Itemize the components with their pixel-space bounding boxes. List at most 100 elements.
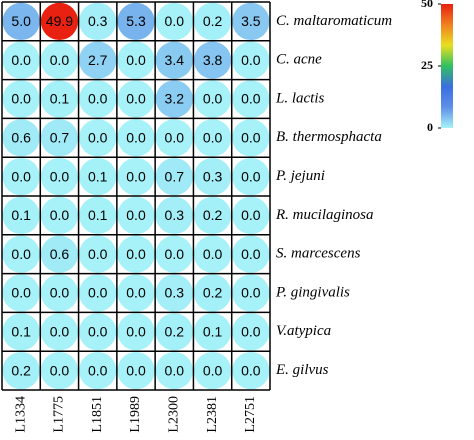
value-label: 0.1 <box>11 207 31 223</box>
value-label: 0.0 <box>203 130 223 146</box>
bubble <box>117 351 155 390</box>
x-tick-label: L2751 <box>243 396 258 433</box>
value-label: 0.0 <box>126 207 146 223</box>
x-tick-label: L2381 <box>205 396 220 433</box>
value-label: 0.2 <box>11 362 31 378</box>
bubble <box>232 351 270 390</box>
x-tick-label: L1334 <box>13 396 28 433</box>
value-label: 0.0 <box>241 324 261 340</box>
x-tick-label: L1775 <box>52 396 67 433</box>
bubble <box>117 157 155 196</box>
bubble <box>155 313 193 351</box>
bubble <box>193 80 232 118</box>
value-label: 0.0 <box>11 285 31 301</box>
bubble <box>155 41 193 79</box>
bubble <box>155 235 193 273</box>
value-label: 0.2 <box>203 13 223 29</box>
value-label: 0.7 <box>50 130 70 146</box>
x-tick-label: L1851 <box>90 396 105 433</box>
bubble <box>117 235 155 273</box>
row-label: V.atypica <box>276 323 331 339</box>
value-label: 0.0 <box>126 362 146 378</box>
bubble <box>117 119 155 157</box>
bubble <box>193 2 232 41</box>
bubble <box>40 80 79 118</box>
x-tick-label: L2300 <box>167 396 182 433</box>
bubble <box>2 235 40 273</box>
value-label: 0.0 <box>11 168 31 184</box>
bubble <box>232 41 270 79</box>
bubble <box>232 119 270 157</box>
value-label: 0.0 <box>241 130 261 146</box>
bubble <box>79 41 117 79</box>
bubble <box>232 2 270 41</box>
value-label: 0.0 <box>241 207 261 223</box>
bubble <box>79 196 117 235</box>
value-label: 0.2 <box>165 324 185 340</box>
value-label: 0.6 <box>11 130 31 146</box>
bubble <box>2 313 40 351</box>
value-label: 0.1 <box>11 324 31 340</box>
bubble <box>40 119 79 157</box>
bubble <box>155 157 193 196</box>
bubble <box>193 274 232 312</box>
bubble <box>2 351 40 390</box>
bubble <box>193 235 232 273</box>
value-label: 3.2 <box>165 91 185 107</box>
value-label: 0.0 <box>88 246 108 262</box>
value-label: 0.0 <box>203 246 223 262</box>
bubble <box>79 2 117 41</box>
value-label: 0.6 <box>50 246 70 262</box>
value-label: 49.9 <box>46 13 73 29</box>
bubble <box>193 313 232 351</box>
value-label: 0.0 <box>126 91 146 107</box>
bubble <box>40 274 79 312</box>
bubble <box>117 274 155 312</box>
bubble <box>40 157 79 196</box>
bubble <box>79 235 117 273</box>
colorbar-tick-label: 25 <box>421 58 433 72</box>
bubble <box>2 2 40 41</box>
value-label: 0.0 <box>126 285 146 301</box>
bubble <box>79 351 117 390</box>
row-label: B. thermosphacta <box>276 129 382 145</box>
value-label: 0.0 <box>241 362 261 378</box>
value-label: 5.0 <box>11 13 31 29</box>
value-label: 0.0 <box>241 246 261 262</box>
colorbar-tick-label: 50 <box>421 0 433 10</box>
bubble <box>79 313 117 351</box>
value-label: 0.0 <box>50 362 70 378</box>
value-label: 0.0 <box>11 91 31 107</box>
value-label: 0.0 <box>50 285 70 301</box>
value-label: 0.0 <box>165 130 185 146</box>
bubble <box>79 80 117 118</box>
value-label: 0.0 <box>11 52 31 68</box>
row-label: S. marcescens <box>276 246 361 262</box>
bubble <box>40 235 79 273</box>
colorbar-tick-label: 0 <box>427 120 433 134</box>
bubble <box>40 351 79 390</box>
row-label: C. maltaromaticum <box>276 13 392 29</box>
value-label: 0.0 <box>50 324 70 340</box>
bubble <box>232 235 270 273</box>
value-label: 3.8 <box>203 52 223 68</box>
value-label: 0.7 <box>165 168 185 184</box>
bubble <box>193 119 232 157</box>
bubble <box>40 41 79 79</box>
value-label: 0.0 <box>126 324 146 340</box>
row-label: P. jejuni <box>275 168 325 184</box>
bubble <box>2 157 40 196</box>
bubble <box>2 196 40 235</box>
bubble <box>40 313 79 351</box>
bubble <box>155 2 193 41</box>
bubble <box>155 196 193 235</box>
bubble <box>155 119 193 157</box>
value-label: 0.3 <box>203 168 223 184</box>
value-label: 3.5 <box>241 13 261 29</box>
bubble <box>79 274 117 312</box>
bubble <box>2 41 40 79</box>
value-label: 0.0 <box>165 362 185 378</box>
bubble <box>2 80 40 118</box>
row-label: L. lactis <box>275 90 325 106</box>
value-label: 0.0 <box>241 285 261 301</box>
